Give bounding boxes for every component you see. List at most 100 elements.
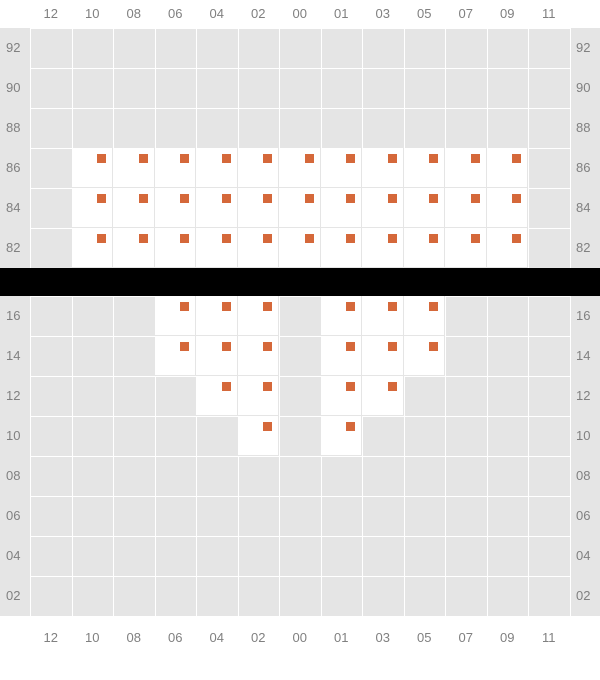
seat-cell[interactable] xyxy=(487,188,529,228)
seat-marker xyxy=(222,382,231,391)
seat-cell[interactable] xyxy=(404,296,446,336)
seat-cell[interactable] xyxy=(321,376,363,416)
seat-cell[interactable] xyxy=(196,296,238,336)
seat-marker xyxy=(346,422,355,431)
seat-cell[interactable] xyxy=(404,188,446,228)
seat-cell[interactable] xyxy=(404,228,446,268)
seat-marker xyxy=(388,302,397,311)
seat-cell[interactable] xyxy=(113,148,155,188)
seat-cell[interactable] xyxy=(321,336,363,376)
col-label-bottom: 00 xyxy=(290,630,310,645)
seat-marker xyxy=(97,234,106,243)
grid-h xyxy=(30,496,570,497)
seat-marker xyxy=(139,154,148,163)
seat-marker xyxy=(388,154,397,163)
seat-cell[interactable] xyxy=(155,296,197,336)
seat-marker xyxy=(388,234,397,243)
col-label-bottom: 12 xyxy=(41,630,61,645)
col-label-top: 07 xyxy=(456,6,476,21)
row-label-right: 92 xyxy=(576,40,590,55)
seat-cell[interactable] xyxy=(445,228,487,268)
row-label-right: 10 xyxy=(576,428,590,443)
seat-cell[interactable] xyxy=(196,376,238,416)
grid-h xyxy=(30,456,570,457)
seat-marker xyxy=(263,154,272,163)
seat-cell[interactable] xyxy=(196,336,238,376)
seat-cell[interactable] xyxy=(72,188,114,228)
row-label-left: 82 xyxy=(6,240,20,255)
col-label-bottom: 02 xyxy=(248,630,268,645)
grid-h xyxy=(30,296,570,297)
seat-cell[interactable] xyxy=(404,336,446,376)
seat-cell[interactable] xyxy=(321,188,363,228)
seat-cell[interactable] xyxy=(196,228,238,268)
seat-cell[interactable] xyxy=(445,188,487,228)
row-label-right: 02 xyxy=(576,588,590,603)
seat-cell[interactable] xyxy=(238,188,280,228)
col-label-bottom: 05 xyxy=(414,630,434,645)
col-label-bottom: 04 xyxy=(207,630,227,645)
row-label-right: 90 xyxy=(576,80,590,95)
seat-cell[interactable] xyxy=(155,148,197,188)
seat-cell[interactable] xyxy=(279,228,321,268)
seat-cell[interactable] xyxy=(113,188,155,228)
seat-cell[interactable] xyxy=(321,228,363,268)
row-label-left: 88 xyxy=(6,120,20,135)
seat-cell[interactable] xyxy=(362,296,404,336)
seat-cell[interactable] xyxy=(238,148,280,188)
seat-marker xyxy=(388,342,397,351)
seat-marker xyxy=(180,302,189,311)
seat-cell[interactable] xyxy=(362,188,404,228)
seat-cell[interactable] xyxy=(238,376,280,416)
section-divider xyxy=(0,268,600,296)
seat-cell[interactable] xyxy=(321,296,363,336)
seat-cell[interactable] xyxy=(404,148,446,188)
col-label-top: 12 xyxy=(41,6,61,21)
seat-marker xyxy=(305,194,314,203)
seat-cell[interactable] xyxy=(362,228,404,268)
seat-cell[interactable] xyxy=(238,336,280,376)
seat-cell[interactable] xyxy=(279,188,321,228)
seat-cell[interactable] xyxy=(321,148,363,188)
seat-marker xyxy=(180,194,189,203)
seat-cell[interactable] xyxy=(321,416,363,456)
row-label-left: 92 xyxy=(6,40,20,55)
row-label-right: 04 xyxy=(576,548,590,563)
col-label-bottom: 06 xyxy=(165,630,185,645)
seat-cell[interactable] xyxy=(487,148,529,188)
col-label-bottom: 03 xyxy=(373,630,393,645)
row-label-right: 86 xyxy=(576,160,590,175)
row-label-right: 84 xyxy=(576,200,590,215)
seat-cell[interactable] xyxy=(196,188,238,228)
seat-cell[interactable] xyxy=(238,416,280,456)
col-label-bottom: 08 xyxy=(124,630,144,645)
col-label-top: 10 xyxy=(82,6,102,21)
grid-h xyxy=(30,376,570,377)
seat-cell[interactable] xyxy=(362,148,404,188)
col-label-top: 05 xyxy=(414,6,434,21)
seat-marker xyxy=(222,154,231,163)
seat-marker xyxy=(471,234,480,243)
seat-cell[interactable] xyxy=(487,228,529,268)
seat-cell[interactable] xyxy=(196,148,238,188)
grid-h xyxy=(30,68,570,69)
seat-cell[interactable] xyxy=(362,336,404,376)
seat-cell[interactable] xyxy=(362,376,404,416)
seat-cell[interactable] xyxy=(72,148,114,188)
seat-cell[interactable] xyxy=(155,336,197,376)
seat-cell[interactable] xyxy=(238,296,280,336)
row-label-right: 82 xyxy=(576,240,590,255)
seat-cell[interactable] xyxy=(279,148,321,188)
seat-cell[interactable] xyxy=(155,188,197,228)
col-label-top: 08 xyxy=(124,6,144,21)
seat-marker xyxy=(346,234,355,243)
row-label-left: 86 xyxy=(6,160,20,175)
col-label-top: 06 xyxy=(165,6,185,21)
row-label-right: 88 xyxy=(576,120,590,135)
seat-marker xyxy=(180,154,189,163)
seat-cell[interactable] xyxy=(445,148,487,188)
seat-cell[interactable] xyxy=(155,228,197,268)
seat-cell[interactable] xyxy=(113,228,155,268)
seat-cell[interactable] xyxy=(238,228,280,268)
seat-cell[interactable] xyxy=(72,228,114,268)
